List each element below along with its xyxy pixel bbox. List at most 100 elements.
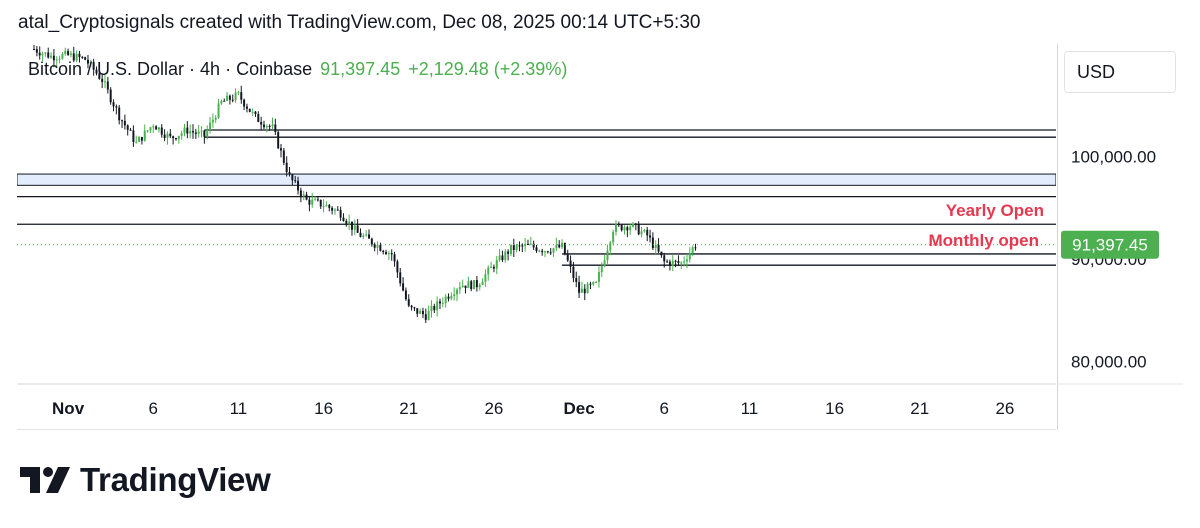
candle-body-116 bbox=[362, 235, 365, 237]
tradingview-logo[interactable]: TradingView bbox=[20, 461, 271, 499]
brand-wordmark: TradingView bbox=[80, 461, 271, 498]
candle-body-45 bbox=[160, 127, 163, 135]
candle-body-144 bbox=[441, 303, 444, 305]
candle-body-88 bbox=[282, 150, 285, 163]
candle-body-64 bbox=[214, 117, 217, 120]
candle-body-166 bbox=[504, 251, 507, 261]
candle-body-21 bbox=[92, 61, 95, 70]
candle-body-228 bbox=[680, 262, 683, 264]
candle-body-111 bbox=[348, 221, 351, 224]
candle-body-196 bbox=[589, 283, 592, 285]
candle-body-63 bbox=[211, 119, 214, 123]
candle-body-77 bbox=[251, 111, 254, 113]
candle-body-2 bbox=[38, 52, 41, 56]
symbol-legend[interactable]: Bitcoin / U.S. Dollar · 4h · Coinbase 91,… bbox=[28, 59, 567, 80]
candle-body-152 bbox=[464, 285, 467, 289]
candle-body-82 bbox=[265, 125, 268, 128]
candle-body-80 bbox=[260, 121, 263, 125]
annotation-monthly-open: Monthly open bbox=[929, 231, 1039, 250]
candle-body-101 bbox=[319, 199, 322, 207]
candle-body-218 bbox=[651, 237, 654, 249]
candle-body-149 bbox=[456, 289, 459, 295]
candle-body-229 bbox=[683, 261, 686, 263]
candle-body-104 bbox=[328, 205, 331, 208]
candle-body-81 bbox=[262, 124, 265, 128]
candle-body-65 bbox=[217, 103, 220, 118]
candle-body-40 bbox=[146, 130, 149, 132]
candle-body-148 bbox=[453, 294, 456, 297]
candle-body-94 bbox=[299, 190, 302, 197]
candle-body-171 bbox=[518, 245, 521, 247]
candle-body-22 bbox=[95, 69, 98, 74]
candle-body-28 bbox=[112, 102, 115, 107]
candle-body-113 bbox=[353, 225, 356, 230]
candle-body-170 bbox=[515, 245, 518, 251]
candle-series bbox=[33, 45, 697, 323]
candle-body-177 bbox=[535, 247, 538, 252]
candle-body-31 bbox=[121, 120, 124, 122]
candle-body-190 bbox=[572, 266, 575, 279]
candle-body-32 bbox=[123, 120, 126, 126]
candle-body-48 bbox=[169, 133, 172, 137]
candle-body-29 bbox=[115, 106, 118, 108]
candle-body-103 bbox=[325, 205, 328, 207]
candle-body-157 bbox=[478, 284, 481, 288]
candle-body-163 bbox=[495, 260, 498, 269]
x-tick-label-4: 21 bbox=[399, 399, 418, 418]
candle-body-105 bbox=[331, 207, 334, 211]
candle-body-214 bbox=[640, 231, 643, 235]
candle-body-219 bbox=[654, 244, 657, 249]
candle-body-79 bbox=[257, 114, 260, 122]
candle-body-205 bbox=[614, 224, 617, 232]
tradingview-logo-icon bbox=[20, 467, 70, 493]
candle-body-125 bbox=[387, 253, 390, 255]
candle-body-84 bbox=[271, 124, 274, 127]
candle-body-215 bbox=[643, 229, 646, 232]
candle-body-25 bbox=[104, 81, 106, 83]
candle-body-86 bbox=[277, 132, 280, 149]
candle-body-110 bbox=[345, 220, 348, 224]
candle-body-53 bbox=[183, 127, 186, 134]
candle-body-44 bbox=[157, 127, 160, 130]
candle-body-184 bbox=[555, 244, 558, 249]
price-chart[interactable]: Yearly Open Monthly open Nov 6 11 16 21 26 Dec 6 1… bbox=[17, 44, 1056, 430]
candle-body-47 bbox=[166, 133, 169, 138]
candle-body-123 bbox=[382, 250, 385, 253]
symbol-name: Bitcoin / U.S. Dollar · 4h · Coinbase bbox=[28, 59, 313, 79]
candle-body-68 bbox=[226, 95, 229, 101]
candle-body-14 bbox=[72, 53, 75, 61]
candle-body-97 bbox=[308, 199, 311, 205]
candle-body-36 bbox=[135, 141, 138, 143]
candle-body-143 bbox=[438, 301, 441, 304]
candle-body-151 bbox=[461, 285, 464, 288]
candle-body-227 bbox=[677, 261, 680, 263]
candle-body-95 bbox=[302, 194, 305, 197]
candle-body-172 bbox=[521, 245, 524, 247]
candle-body-55 bbox=[189, 131, 192, 134]
candle-body-187 bbox=[563, 242, 566, 255]
candle-body-96 bbox=[305, 194, 308, 200]
candle-body-230 bbox=[685, 259, 688, 262]
candle-body-139 bbox=[427, 310, 430, 320]
candle-body-67 bbox=[223, 100, 226, 102]
x-tick-label-2: 11 bbox=[230, 399, 248, 418]
candle-body-43 bbox=[155, 126, 158, 130]
candle-body-167 bbox=[507, 251, 510, 254]
candle-body-59 bbox=[200, 130, 203, 132]
candle-body-207 bbox=[620, 224, 623, 231]
candle-body-138 bbox=[424, 314, 427, 320]
candle-body-165 bbox=[501, 255, 504, 261]
candle-body-168 bbox=[509, 244, 512, 254]
candle-body-134 bbox=[413, 307, 416, 309]
candle-body-194 bbox=[583, 288, 586, 294]
candle-body-50 bbox=[174, 138, 177, 140]
chart-caption: atal_Cryptosignals created with TradingV… bbox=[18, 12, 701, 33]
candle-body-153 bbox=[467, 281, 470, 289]
candle-body-201 bbox=[603, 260, 606, 267]
candle-body-33 bbox=[126, 125, 129, 130]
currency-selector[interactable]: USD bbox=[1064, 51, 1176, 93]
candle-body-132 bbox=[407, 299, 410, 306]
candle-body-154 bbox=[470, 281, 473, 290]
candle-body-78 bbox=[254, 111, 257, 115]
